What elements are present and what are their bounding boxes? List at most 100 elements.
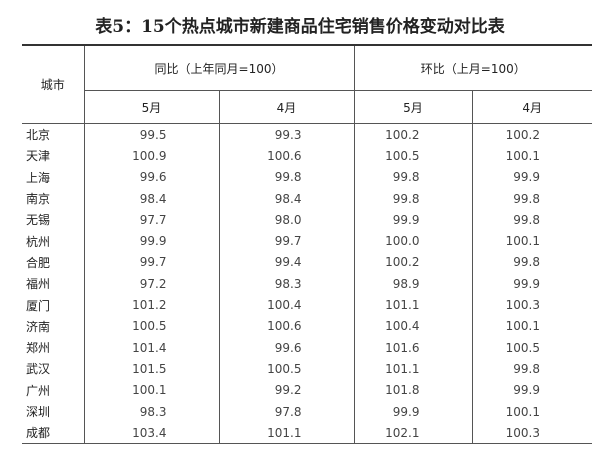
index-value: 100.3 (471, 422, 592, 445)
city-name: 深圳 (26, 405, 51, 419)
data-row: 济南 100.5 100.6 100.4 100.1 (22, 315, 592, 337)
index-value: 99.8 (471, 209, 592, 231)
index-value: 100.3 (471, 294, 592, 316)
table-title: 表5：15个热点城市新建商品住宅销售价格变动对比表 (95, 17, 505, 37)
data-row: 福州 97.2 98.3 98.9 99.9 (22, 273, 592, 295)
index-value: 100.0 (353, 230, 472, 252)
index-value: 99.9 (353, 400, 472, 423)
month-header: 5月 (83, 90, 219, 124)
index-value: 100.6 (218, 145, 354, 167)
index-value: 102.1 (353, 422, 472, 445)
index-value: 98.3 (218, 273, 354, 295)
index-value: 99.5 (83, 123, 219, 146)
index-value: 99.9 (471, 379, 592, 401)
index-value: 99.8 (353, 187, 472, 210)
index-value: 99.9 (471, 273, 592, 295)
index-value: 99.3 (218, 123, 354, 146)
data-row: 厦门 101.2 100.4 101.1 100.3 (22, 294, 592, 316)
city-header: 城市 (22, 44, 84, 124)
city-name: 厦门 (26, 298, 51, 313)
index-value: 99.6 (83, 166, 219, 188)
city-name: 上海 (26, 170, 51, 185)
group-header: 同比（上年同月=100） (83, 44, 354, 91)
data-row: 广州 100.1 99.2 101.8 99.9 (22, 379, 592, 401)
price-table: 城市 同比（上年同月=100） 环比（上月=100） 5月 4月 5月 4月 北… (22, 44, 592, 445)
data-row: 合肥 99.7 99.4 100.2 99.8 (22, 251, 592, 274)
city-name: 济南 (26, 319, 51, 334)
data-row: 武汉 101.5 100.5 101.1 99.8 (22, 358, 592, 380)
index-value: 97.7 (83, 209, 219, 231)
index-value: 100.6 (218, 315, 354, 337)
data-row: 上海 99.6 99.8 99.8 99.9 (22, 166, 592, 188)
index-value: 98.4 (218, 187, 354, 210)
city-name: 武汉 (26, 362, 51, 377)
index-value: 100.4 (353, 315, 472, 337)
index-value: 98.4 (83, 187, 219, 210)
city-name: 郑州 (26, 341, 51, 356)
index-value: 101.1 (353, 358, 472, 380)
index-value: 101.4 (83, 336, 219, 359)
index-value: 101.6 (353, 336, 472, 359)
data-row: 郑州 101.4 99.6 101.6 100.5 (22, 336, 592, 359)
city-name: 无锡 (26, 213, 51, 228)
header-row: 5月 4月 5月 4月 (22, 90, 592, 124)
data-row: 南京 98.4 98.4 99.8 99.8 (22, 187, 592, 210)
index-value: 99.8 (471, 358, 592, 380)
index-value: 101.1 (353, 294, 472, 316)
index-value: 99.6 (218, 336, 354, 359)
index-value: 99.8 (471, 187, 592, 210)
index-value: 100.9 (83, 145, 219, 167)
city-name: 南京 (26, 192, 51, 207)
index-value: 101.5 (83, 358, 219, 380)
data-row: 深圳 98.3 97.8 99.9 100.1 (22, 400, 592, 423)
index-value: 99.7 (218, 230, 354, 252)
index-value: 99.7 (83, 251, 219, 274)
index-value: 103.4 (83, 422, 219, 445)
index-value: 100.5 (218, 358, 354, 380)
index-value: 100.5 (353, 145, 472, 167)
header-row: 城市 同比（上年同月=100） 环比（上月=100） (22, 44, 592, 124)
index-value: 97.2 (83, 273, 219, 295)
data-row: 成都 103.4 101.1 102.1 100.3 (22, 422, 592, 445)
table-body: 北京 99.5 99.3 100.2 100.2 天津 100.9 100.6 100.5 100… (22, 123, 592, 445)
index-value: 100.1 (471, 230, 592, 252)
index-value: 100.1 (471, 145, 592, 167)
index-value: 100.5 (471, 336, 592, 359)
index-value: 100.5 (83, 315, 219, 337)
index-value: 100.2 (353, 123, 472, 146)
index-value: 98.3 (83, 400, 219, 423)
index-value: 100.1 (471, 400, 592, 423)
index-value: 98.9 (353, 273, 472, 295)
index-value: 101.8 (353, 379, 472, 401)
index-value: 100.4 (218, 294, 354, 316)
index-value: 100.2 (353, 251, 472, 274)
city-name: 天津 (26, 149, 51, 164)
city-name: 杭州 (26, 234, 51, 249)
index-value: 99.2 (218, 379, 354, 401)
city-name: 北京 (26, 128, 51, 143)
index-value: 99.8 (218, 166, 354, 188)
index-value: 100.2 (471, 123, 592, 146)
index-value: 99.9 (83, 230, 219, 252)
index-value: 98.0 (218, 209, 354, 231)
index-value: 99.9 (471, 166, 592, 188)
data-row: 北京 99.5 99.3 100.2 100.2 (22, 123, 592, 146)
data-row: 无锡 97.7 98.0 99.9 99.8 (22, 209, 592, 231)
index-value: 99.9 (353, 209, 472, 231)
index-value: 99.8 (353, 166, 472, 188)
index-value: 99.4 (218, 251, 354, 274)
index-value: 101.2 (83, 294, 219, 316)
index-value: 97.8 (218, 400, 354, 423)
index-value: 100.1 (83, 379, 219, 401)
city-name: 广州 (26, 383, 51, 398)
index-value: 101.1 (218, 422, 354, 445)
month-header: 5月 (353, 90, 472, 124)
city-name: 福州 (26, 277, 51, 292)
month-header: 4月 (471, 90, 592, 124)
group-header: 环比（上月=100） (353, 44, 592, 91)
index-value: 100.1 (471, 315, 592, 337)
data-row: 杭州 99.9 99.7 100.0 100.1 (22, 230, 592, 252)
city-name: 成都 (22, 422, 84, 445)
city-name: 合肥 (26, 255, 51, 270)
